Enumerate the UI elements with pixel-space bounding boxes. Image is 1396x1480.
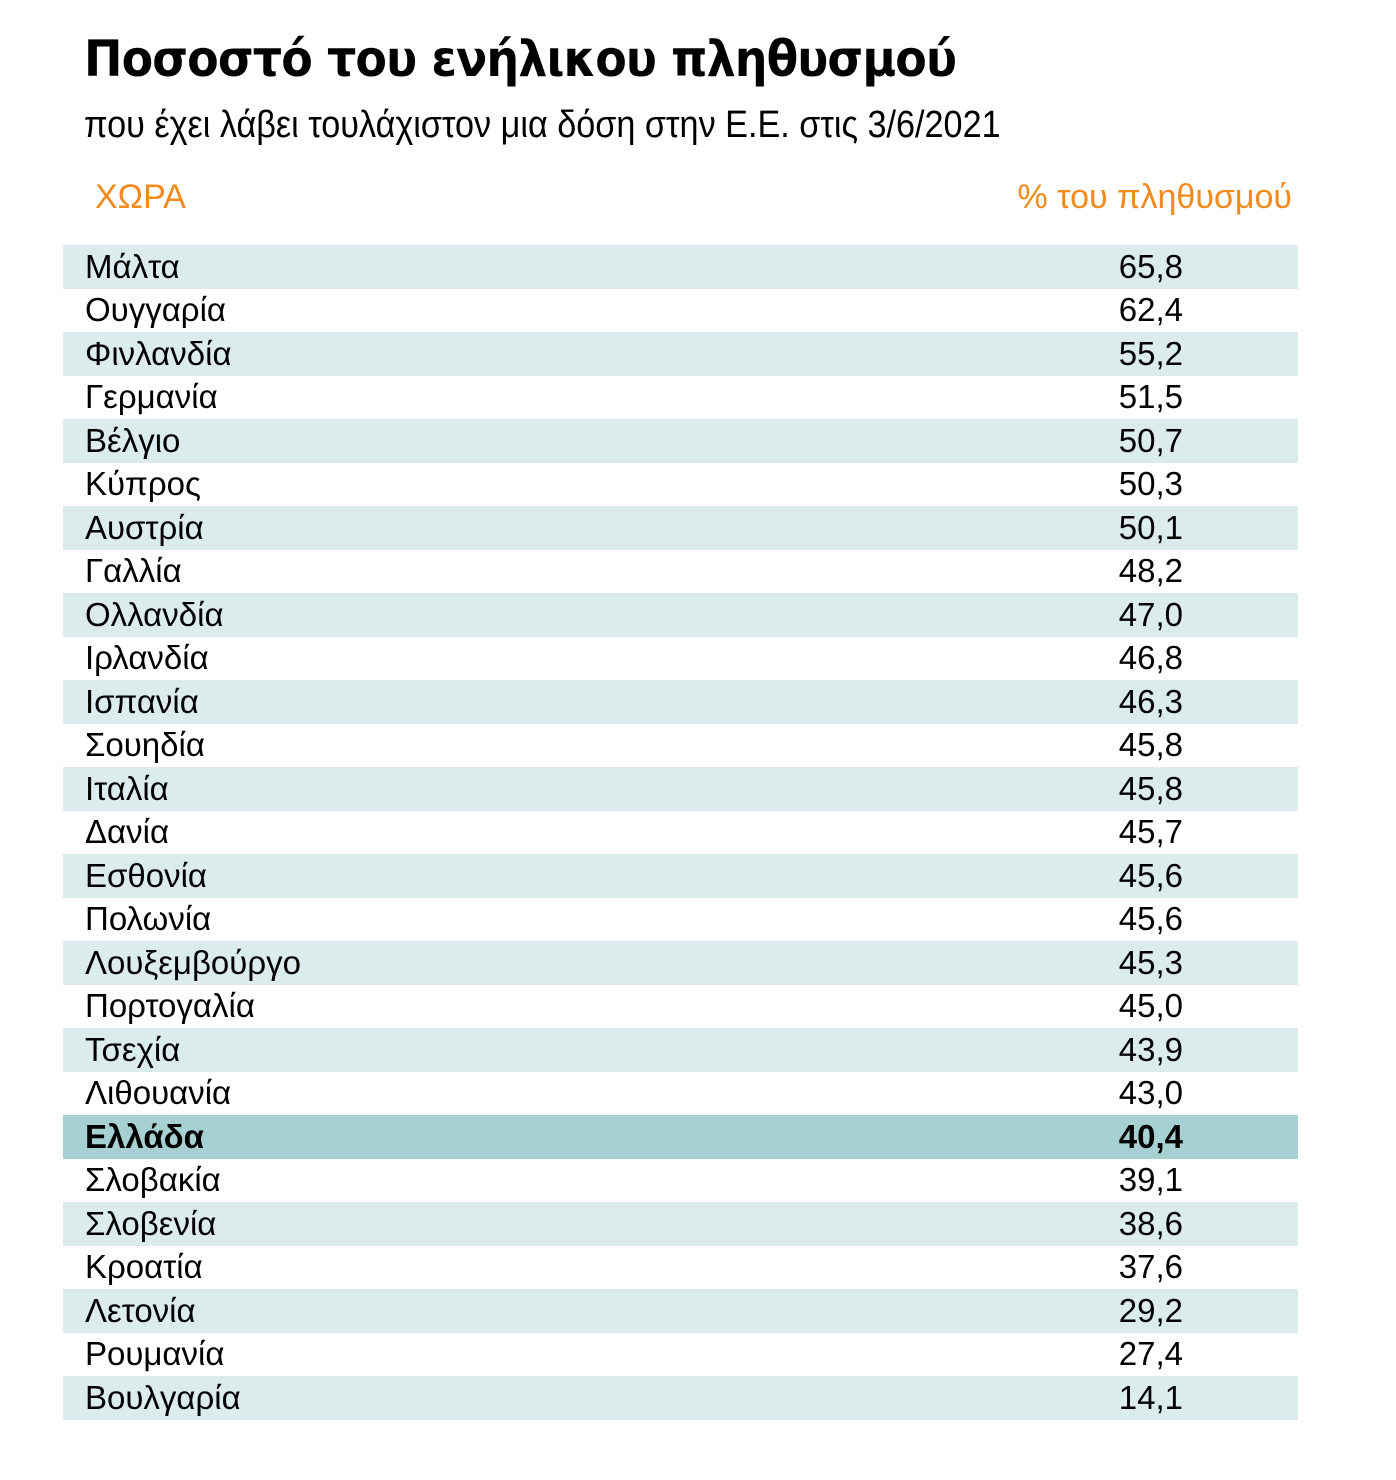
column-header: % του πληθυσμού xyxy=(1017,178,1292,216)
value-cell: 65,8 xyxy=(1118,247,1183,285)
value-cell: 50,1 xyxy=(1118,508,1183,546)
table-row: Σλοβακία 39,1 xyxy=(63,1159,1298,1203)
value-cell: 62,4 xyxy=(1118,291,1183,329)
value-cell: 38,6 xyxy=(1118,1204,1183,1242)
country-cell: Πορτογαλία xyxy=(85,987,255,1025)
value-cell: 45,0 xyxy=(1118,987,1183,1025)
country-cell: Λουξεμβούργο xyxy=(85,943,301,981)
value-cell: 14,1 xyxy=(1118,1378,1183,1416)
table-row: Πορτογαλία 45,0 xyxy=(63,985,1298,1029)
table-row: Ρουμανία 27,4 xyxy=(63,1333,1298,1377)
value-cell: 47,0 xyxy=(1118,595,1183,633)
table-row: Ιταλία 45,8 xyxy=(63,767,1298,811)
value-cell: 45,3 xyxy=(1118,943,1183,981)
country-cell: Ουγγαρία xyxy=(85,291,226,329)
country-cell: Γερμανία xyxy=(85,378,218,416)
table-row: Κύπρος 50,3 xyxy=(63,463,1298,507)
table-row: Μάλτα 65,8 xyxy=(63,245,1298,289)
country-cell: Αυστρία xyxy=(85,508,204,546)
value-cell: 55,2 xyxy=(1118,334,1183,372)
subtitle: που έχει λάβει τουλάχιστον μια δόση στην… xyxy=(84,104,1001,146)
value-cell: 45,8 xyxy=(1118,726,1183,764)
table-body: Μάλτα 65,8 Ουγγαρία 62,4 Φινλανδία 55,2 Γερμαν… xyxy=(63,245,1298,1420)
table-row: Ελλάδα 40,4 xyxy=(63,1115,1298,1159)
table-row: Βέλγιο 50,7 xyxy=(63,419,1298,463)
value-cell: 39,1 xyxy=(1118,1161,1183,1199)
value-cell: 50,7 xyxy=(1118,421,1183,459)
country-cell: Ισπανία xyxy=(85,682,199,720)
table-row: Δανία 45,7 xyxy=(63,811,1298,855)
country-cell: Δανία xyxy=(85,813,170,851)
country-cell: Γαλλία xyxy=(85,552,182,590)
country-cell: Βουλγαρία xyxy=(85,1378,241,1416)
value-cell: 37,6 xyxy=(1118,1248,1183,1286)
table-row: Ιρλανδία 46,8 xyxy=(63,637,1298,681)
table-row: Σλοβενία 38,6 xyxy=(63,1202,1298,1246)
country-cell: Τσεχία xyxy=(85,1030,181,1068)
table-row: Ισπανία 46,3 xyxy=(63,680,1298,724)
table-row: Γαλλία 48,2 xyxy=(63,550,1298,594)
table-row: Λιθουανία 43,0 xyxy=(63,1072,1298,1116)
table-row: Βουλγαρία 14,1 xyxy=(63,1376,1298,1420)
table-row: Σουηδία 45,8 xyxy=(63,724,1298,768)
value-cell: 48,2 xyxy=(1118,552,1183,590)
country-cell: Ελλάδα xyxy=(85,1117,204,1155)
table-row: Φινλανδία 55,2 xyxy=(63,332,1298,376)
country-cell: Πολωνία xyxy=(85,900,212,938)
value-cell: 51,5 xyxy=(1118,378,1183,416)
value-cell: 45,7 xyxy=(1118,813,1183,851)
value-cell: 50,3 xyxy=(1118,465,1183,503)
country-cell: Βέλγιο xyxy=(85,421,181,459)
country-cell: Λιθουανία xyxy=(85,1074,232,1112)
country-cell: Εσθονία xyxy=(85,856,207,894)
value-cell: 27,4 xyxy=(1118,1335,1183,1373)
country-cell: Κύπρος xyxy=(85,465,201,503)
value-cell: 45,6 xyxy=(1118,856,1183,894)
table-row: Πολωνία 45,6 xyxy=(63,898,1298,942)
country-cell: Σλοβακία xyxy=(85,1161,221,1199)
country-cell: Ιταλία xyxy=(85,769,169,807)
table-row: Γερμανία 51,5 xyxy=(63,376,1298,420)
title: Ποσοστό του ενήλικου πληθυσμού xyxy=(84,30,957,88)
table-row: Ολλανδία 47,0 xyxy=(63,593,1298,637)
value-cell: 46,3 xyxy=(1118,682,1183,720)
value-cell: 43,9 xyxy=(1118,1030,1183,1068)
value-cell: 46,8 xyxy=(1118,639,1183,677)
value-cell: 43,0 xyxy=(1118,1074,1183,1112)
table-row: Λουξεμβούργο 45,3 xyxy=(63,941,1298,985)
table-row: Εσθονία 45,6 xyxy=(63,854,1298,898)
value-cell: 40,4 xyxy=(1118,1117,1183,1155)
value-cell: 45,6 xyxy=(1118,900,1183,938)
country-cell: Μάλτα xyxy=(85,247,180,285)
country-cell: Λετονία xyxy=(85,1291,196,1329)
value-cell: 45,8 xyxy=(1118,769,1183,807)
table-row: Τσεχία 43,9 xyxy=(63,1028,1298,1072)
column-header: ΧΩΡΑ xyxy=(95,178,186,216)
country-cell: Ιρλανδία xyxy=(85,639,209,677)
country-cell: Ρουμανία xyxy=(85,1335,225,1373)
country-cell: Ολλανδία xyxy=(85,595,224,633)
country-cell: Σλοβενία xyxy=(85,1204,217,1242)
value-cell: 29,2 xyxy=(1118,1291,1183,1329)
table-row: Ουγγαρία 62,4 xyxy=(63,289,1298,333)
country-cell: Κροατία xyxy=(85,1248,203,1286)
table-row: Αυστρία 50,1 xyxy=(63,506,1298,550)
table-row: Λετονία 29,2 xyxy=(63,1289,1298,1333)
country-cell: Φινλανδία xyxy=(85,334,232,372)
table-row: Κροατία 37,6 xyxy=(63,1246,1298,1290)
country-cell: Σουηδία xyxy=(85,726,205,764)
